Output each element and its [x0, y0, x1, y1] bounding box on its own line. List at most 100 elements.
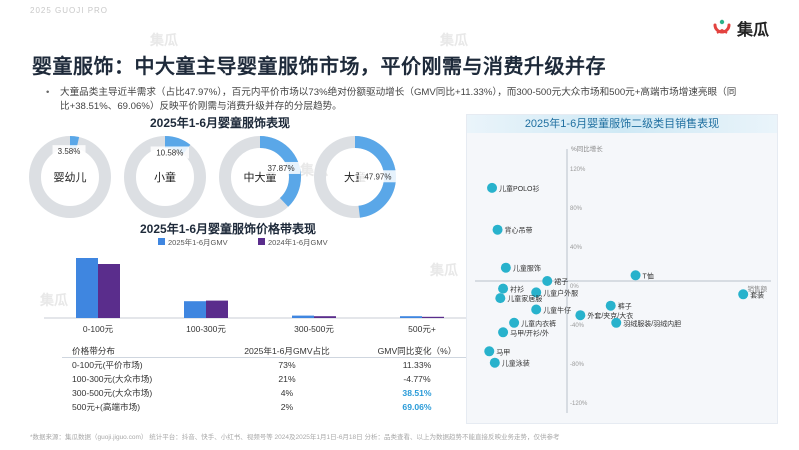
table-cell-share: 21% — [278, 374, 296, 384]
point-label: 儿童泳装 — [502, 359, 530, 368]
donut-pct-bg — [358, 170, 398, 183]
y-tick-label: 40% — [570, 245, 583, 251]
scatter-point — [498, 283, 509, 294]
table-cell-band: 500元+(高端市场) — [72, 402, 141, 412]
summary-text: 大童品类主导近半需求（占比47.97%），百元内平价市场以73%绝对份额驱动增长… — [60, 87, 737, 112]
table-cell-share: 4% — [280, 388, 294, 398]
scatter-point — [509, 317, 520, 328]
scatter-point — [487, 182, 498, 193]
bar — [292, 315, 314, 318]
point-label: 儿童户外服 — [543, 288, 578, 297]
watermark: 集瓜 — [440, 32, 468, 48]
table-header: 价格带分布 2025年1-6月GMV占比 GMV同比变化（%） — [62, 344, 472, 358]
logo-mark-icon — [711, 17, 733, 39]
point-label: 儿童POLO衫 — [499, 184, 539, 193]
x-axis-label: 销售额 — [748, 284, 768, 293]
x-tick-label: 300-500元 — [294, 324, 334, 334]
watermark: 集瓜 — [40, 292, 68, 308]
scatter-point — [575, 310, 586, 321]
table-header-cell: 2025年1-6月GMV占比 — [244, 345, 330, 356]
donut-pct-label: 37.87% — [267, 164, 294, 173]
table-cell-yoy-highlight: 38.51% — [402, 388, 432, 398]
bullet-dot: • — [46, 87, 50, 98]
logo-text: 集瓜 — [736, 22, 769, 39]
donut-pct-bg — [261, 161, 301, 174]
legend-swatch — [258, 238, 265, 245]
scatter-point — [531, 304, 542, 315]
table-row: 100-300元(大众市场) 21% -4.77% — [62, 372, 472, 386]
donut-pct-label: 10.58% — [156, 148, 183, 157]
scatter-point — [605, 300, 616, 311]
scatter-point — [500, 262, 511, 273]
table-cell-yoy: 11.33% — [402, 360, 432, 370]
brand-top-text: 2025 GUOJI PRO — [30, 6, 109, 15]
table-cell-band: 100-300元(大众市场) — [72, 374, 153, 384]
watermark: 集瓜 — [430, 262, 458, 278]
legend-swatch — [158, 238, 165, 245]
bar — [184, 301, 206, 318]
x-tick-label: 500元+ — [408, 324, 436, 334]
bar — [400, 316, 422, 318]
table-row: 500元+(高端市场) 2% 69.06% — [62, 400, 472, 414]
footnote: *数据来源：集瓜数据（guoji.jiguo.com） 统计平台：抖音、快手、小… — [30, 434, 560, 441]
x-tick-label: 100-300元 — [186, 324, 226, 334]
table-row: 0-100元(平价市场) 73% 11.33% — [62, 358, 472, 372]
bar — [206, 300, 228, 318]
point-label: 儿童家居服 — [507, 294, 542, 303]
bar-section-title: 2025年1-6月婴童服饰价格带表现 — [140, 222, 317, 236]
point-label: 套装 — [750, 290, 764, 299]
scatter-point — [484, 346, 495, 357]
logo: 集瓜 — [711, 16, 769, 40]
x-tick-label: 0-100元 — [83, 324, 114, 334]
point-label: 儿童内衣裤 — [521, 319, 556, 328]
legend-label: 2025年1-6月GMV — [168, 237, 228, 247]
donut-arc — [124, 136, 206, 218]
donut-pct-bg — [52, 145, 86, 158]
point-label: 马甲 — [496, 348, 510, 356]
y-tick-label: 0% — [570, 284, 579, 290]
y-axis-label: %同比增长 — [571, 144, 603, 153]
scatter-point — [738, 289, 749, 300]
bar — [422, 316, 444, 318]
y-tick-label: -40% — [570, 323, 585, 329]
point-label: 羽绒服装/羽绒内胆 — [623, 319, 681, 328]
scatter-point — [489, 357, 500, 368]
point-label: 儿童服饰 — [513, 264, 541, 273]
watermark: 集瓜 — [150, 32, 178, 48]
y-tick-label: -80% — [570, 362, 585, 368]
donut-pct-label: 47.97% — [364, 172, 391, 181]
legend-label: 2024年1-6月GMV — [268, 237, 328, 247]
table-cell-share: 2% — [280, 402, 294, 412]
table-header-cell: GMV同比变化（%） — [377, 345, 457, 356]
page-title: 婴童服饰：中大童主导婴童服饰市场，平价刚需与消费升级并存 — [32, 56, 606, 78]
bar — [76, 258, 98, 318]
donut-label: 婴幼儿 — [54, 171, 87, 184]
bar — [314, 316, 336, 318]
bar — [98, 264, 120, 318]
table-cell-share: 73% — [278, 360, 296, 370]
scatter-point — [611, 317, 622, 328]
point-label: 裤子 — [618, 302, 632, 311]
scatter-title: 2025年1-6月婴童服饰二级类目销售表现 — [467, 115, 777, 133]
point-label: 马甲/开衫/外 — [510, 328, 549, 337]
point-label: 裙子 — [554, 277, 568, 286]
point-label: 背心吊带 — [505, 226, 533, 235]
price-band-bar-chart: 2025年1-6月GMV 2024年1-6月GMV 0-100元 100-300元 30… — [44, 237, 476, 334]
price-table: 价格带分布 2025年1-6月GMV占比 GMV同比变化（%） 0-100元(平… — [62, 344, 472, 414]
scatter-point — [542, 276, 553, 286]
point-label: 儿童牛仔 — [543, 306, 571, 315]
scatter-point — [630, 270, 641, 281]
scatter-point — [492, 224, 503, 235]
scatter-point — [531, 287, 542, 298]
y-tick-label: 120% — [570, 167, 586, 173]
donut-pct-bg — [150, 146, 190, 159]
y-tick-label: -120% — [570, 401, 588, 407]
table-cell-yoy: -4.77% — [403, 374, 431, 384]
point-label: 衬衫 — [510, 285, 524, 294]
donut-label: 小童 — [154, 170, 176, 184]
point-label: T恤 — [643, 271, 654, 280]
point-label: 外套/夹克/大衣 — [587, 311, 633, 320]
donut-arc — [29, 136, 111, 218]
summary-bullet: • 大童品类主导近半需求（占比47.97%），百元内平价市场以73%绝对份额驱动… — [46, 86, 740, 114]
